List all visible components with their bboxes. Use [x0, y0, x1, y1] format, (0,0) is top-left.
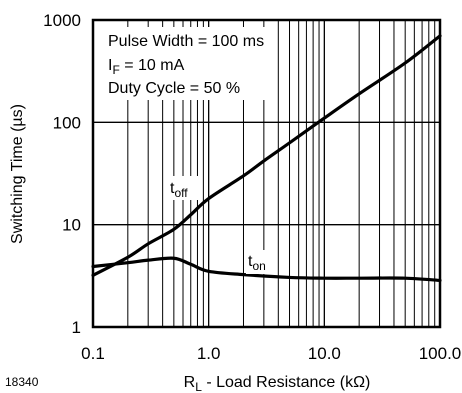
figure-id: 18340 — [5, 375, 39, 389]
x-axis-title-rest: - Load Resistance (kΩ) — [202, 374, 370, 391]
annotation-duty-cycle: Duty Cycle = 50 % — [108, 80, 240, 97]
series-line-ton — [91, 256, 442, 283]
x-tick-label: 100.0 — [419, 344, 462, 363]
annotation-box — [103, 27, 275, 100]
series-line-toff — [91, 34, 442, 277]
toff-main: t — [170, 180, 175, 197]
ton-label-bg — [246, 250, 274, 274]
x-axis-title-sub: L — [195, 380, 202, 393]
annotation-forward-current: IF = 10 mA — [108, 57, 185, 77]
y-tick-label: 100 — [53, 113, 81, 132]
x-axis-title: RL - Load Resistance (kΩ) — [184, 374, 371, 393]
toff-sub: off — [174, 186, 188, 200]
ton-sub: on — [252, 259, 265, 273]
y-tick-label: 10 — [62, 216, 81, 235]
plot-frame — [91, 18, 442, 329]
annotation-pulse-width: Pulse Width = 100 ms — [108, 33, 264, 50]
y-axis-title: Switching Time (µs) — [9, 104, 26, 244]
annotation-if-main: I — [108, 57, 112, 74]
x-tick-label: 10.0 — [308, 344, 341, 363]
tick-labels: 0.1 1.0 10.0 100.0 1 10 100 1000 — [43, 11, 461, 363]
series-label-toff: toff — [170, 180, 188, 200]
toff-label-bg — [168, 176, 198, 200]
ton-main: t — [248, 253, 253, 270]
series-label-ton: ton — [248, 253, 266, 273]
annotation-if-rest: = 10 mA — [120, 57, 185, 74]
series-lines — [91, 34, 442, 283]
y-tick-label: 1 — [72, 318, 81, 337]
x-axis-title-main: R — [184, 374, 196, 391]
annotation-if-sub: F — [112, 63, 119, 77]
x-tick-label: 1.0 — [197, 344, 221, 363]
y-tick-label: 1000 — [43, 11, 81, 30]
x-tick-label: 0.1 — [81, 344, 105, 363]
